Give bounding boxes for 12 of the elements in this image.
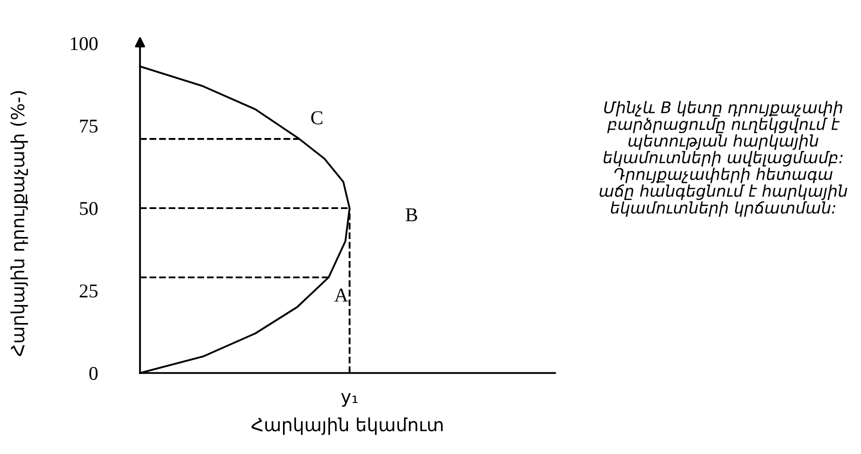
- y-tick-label: 100: [70, 37, 98, 50]
- annotation: A: [334, 288, 348, 302]
- annotation: y₁: [341, 393, 358, 407]
- y-tick-label: 25: [80, 284, 98, 298]
- text: Մինչև B կետը դրույքաչափի բարձրացումը ուղեկցվում է պետության հարկային եկամուտների ավելացմամբ: Դրույքաչափերի հետագա աճը հանգեցնում է հարկային եկամուտների կրճատման:: [600, 101, 848, 217]
- y-tick-label: 50: [80, 202, 98, 216]
- x-axis-title: Հարկային եկամուտ: [251, 417, 443, 435]
- annotation: C: [311, 111, 322, 124]
- y-axis-title: Հարկային դրույքաչափ (%-): [10, 91, 28, 356]
- y-tick-label: 75: [80, 120, 98, 133]
- y-tick-label: 0: [89, 366, 98, 380]
- annotation: B: [406, 208, 418, 222]
